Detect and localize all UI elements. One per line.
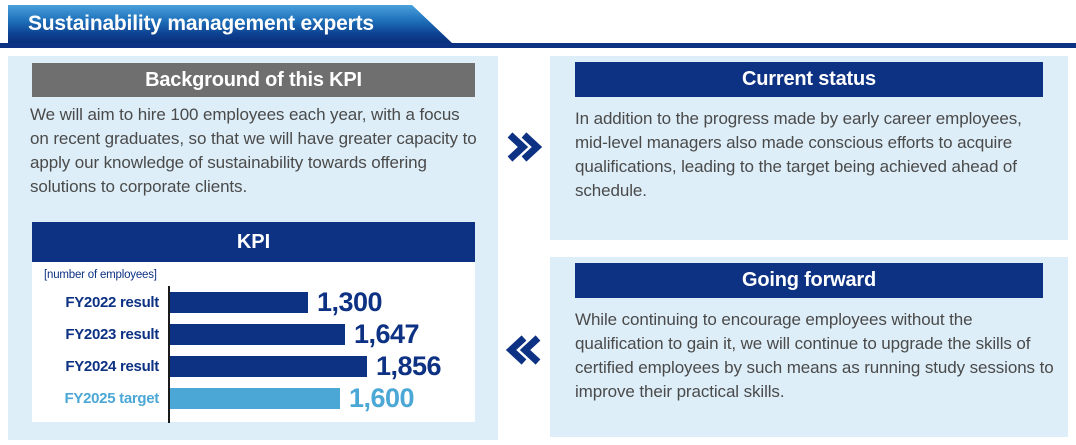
- chart-value-label: 1,600: [349, 382, 415, 413]
- current-status-body: In addition to the progress made by earl…: [575, 109, 1022, 200]
- chart-bar: [170, 291, 308, 313]
- double-chevron-left-icon: [504, 333, 542, 367]
- kpi-bar-chart: [number of employees] FY2022 result 1,300…: [32, 262, 475, 423]
- chart-bar: [170, 323, 345, 345]
- background-panel-header: Background of this KPI: [32, 63, 475, 97]
- title-banner: Sustainability management experts: [8, 5, 452, 43]
- background-kpi-panel: Background of this KPI We will aim to hi…: [8, 56, 498, 440]
- chart-value-label: 1,856: [376, 350, 442, 381]
- chart-category-label: FY2022 result: [65, 293, 159, 311]
- current-status-header: Current status: [575, 62, 1043, 97]
- chart-rows: FY2022 result 1,300 FY2023 result 1,647 FY20…: [32, 286, 475, 423]
- chart-bar-track: 1,856: [168, 350, 475, 382]
- chart-row: FY2025 target 1,600: [32, 382, 475, 414]
- chart-row: FY2022 result 1,300: [32, 286, 475, 318]
- chart-category-label: FY2023 result: [65, 325, 159, 343]
- kpi-chart-header: KPI: [32, 222, 475, 262]
- background-panel-body: We will aim to hire 100 employees each y…: [30, 105, 477, 196]
- chart-category-label: FY2024 result: [65, 357, 159, 375]
- header-divider-rule: [0, 43, 1076, 48]
- chart-bar: [170, 387, 340, 409]
- chart-bar-track: 1,647: [168, 318, 475, 350]
- going-forward-panel: Going forward While continuing to encour…: [550, 257, 1068, 437]
- chart-row: FY2023 result 1,647: [32, 318, 475, 350]
- going-forward-body: While continuing to encourage employees …: [575, 310, 1054, 401]
- chart-value-label: 1,647: [354, 318, 420, 349]
- chart-axis-line: [168, 414, 475, 423]
- chart-bar-track: 1,300: [168, 286, 475, 318]
- page-title: Sustainability management experts: [28, 12, 374, 35]
- double-chevron-right-icon: [506, 130, 544, 164]
- current-status-panel: Current status In addition to the progre…: [550, 56, 1068, 240]
- chart-bar-track: 1,600: [168, 382, 475, 414]
- chart-category-label: FY2025 target: [64, 389, 160, 407]
- chart-unit-label: [number of employees]: [44, 269, 157, 281]
- kpi-chart-box: KPI [number of employees] FY2022 result 1…: [32, 222, 475, 423]
- chart-value-label: 1,300: [317, 286, 383, 317]
- chart-row: FY2024 result 1,856: [32, 350, 475, 382]
- chart-bar: [170, 355, 367, 377]
- going-forward-header: Going forward: [575, 263, 1043, 298]
